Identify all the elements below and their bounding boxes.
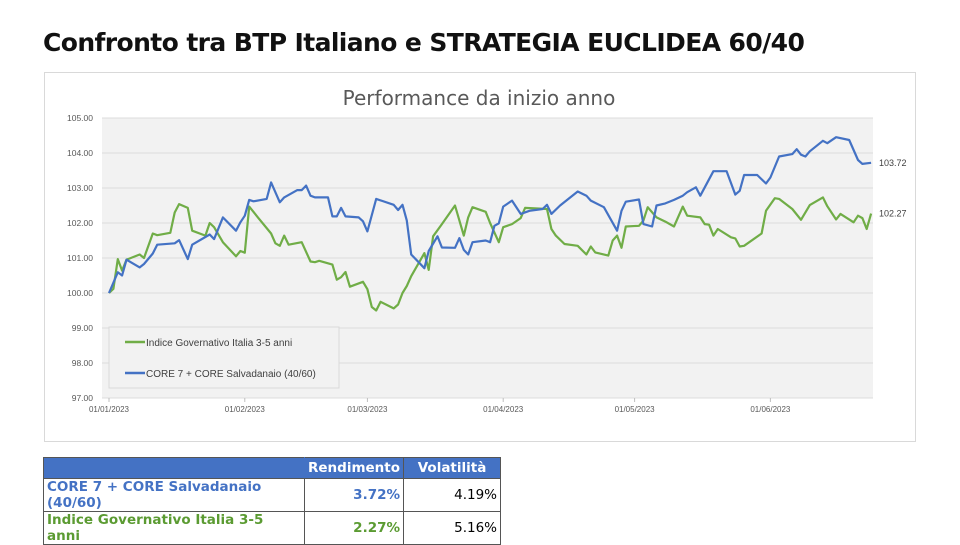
x-tick-label: 01/04/2023 <box>483 405 524 414</box>
y-tick-label: 99.00 <box>72 323 94 333</box>
end-value-label: 102.27 <box>879 209 907 219</box>
y-tick-label: 104.00 <box>67 148 93 158</box>
header-volatilita: Volatilità <box>403 457 502 479</box>
summary-table: Rendimento Volatilità CORE 7 + CORE Salv… <box>43 457 502 545</box>
x-tick-label: 01/03/2023 <box>347 405 388 414</box>
y-tick-label: 100.00 <box>67 288 93 298</box>
row-rendimento: 2.27% <box>303 511 405 545</box>
legend-label-index: Indice Governativo Italia 3-5 anni <box>146 338 292 349</box>
chart-title: Performance da inizio anno <box>343 86 616 110</box>
x-tick-label: 01/02/2023 <box>225 405 266 414</box>
y-tick-label: 98.00 <box>72 358 94 368</box>
series-line-core <box>107 136 872 294</box>
legend: Indice Governativo Italia 3-5 anni CORE … <box>108 326 340 389</box>
x-tick-label: 01/06/2023 <box>750 405 791 414</box>
x-tick-label: 01/05/2023 <box>615 405 656 414</box>
x-tick-label: 01/01/2023 <box>89 405 130 414</box>
series-line-index <box>108 196 873 312</box>
chart-container: Performance da inizio anno 97.00 98.00 99.… <box>44 72 916 442</box>
end-value-label: 103.72 <box>879 158 907 168</box>
y-tick-label: 103.00 <box>67 183 93 193</box>
header-blank <box>43 457 305 479</box>
table-row: CORE 7 + CORE Salvadanaio (40/60) 3.72% … <box>43 478 502 512</box>
y-tick-label: 101.00 <box>67 253 93 263</box>
y-tick-label: 102.00 <box>67 218 93 228</box>
table-header-row: Rendimento Volatilità <box>43 457 502 479</box>
row-volatilita: 4.19% <box>403 478 502 512</box>
row-rendimento: 3.72% <box>303 478 405 512</box>
header-rendimento: Rendimento <box>303 457 405 479</box>
table-row: Indice Governativo Italia 3-5 anni 2.27%… <box>43 511 502 545</box>
line-chart: Performance da inizio anno 97.00 98.00 99.… <box>67 86 907 414</box>
y-tick-label: 105.00 <box>67 113 93 123</box>
page-title: Confronto tra BTP Italiano e STRATEGIA E… <box>43 28 805 57</box>
legend-label-core: CORE 7 + CORE Salvadanaio (40/60) <box>146 369 316 380</box>
row-label: Indice Governativo Italia 3-5 anni <box>43 511 305 545</box>
row-label: CORE 7 + CORE Salvadanaio (40/60) <box>43 478 305 512</box>
y-tick-label: 97.00 <box>72 393 94 403</box>
